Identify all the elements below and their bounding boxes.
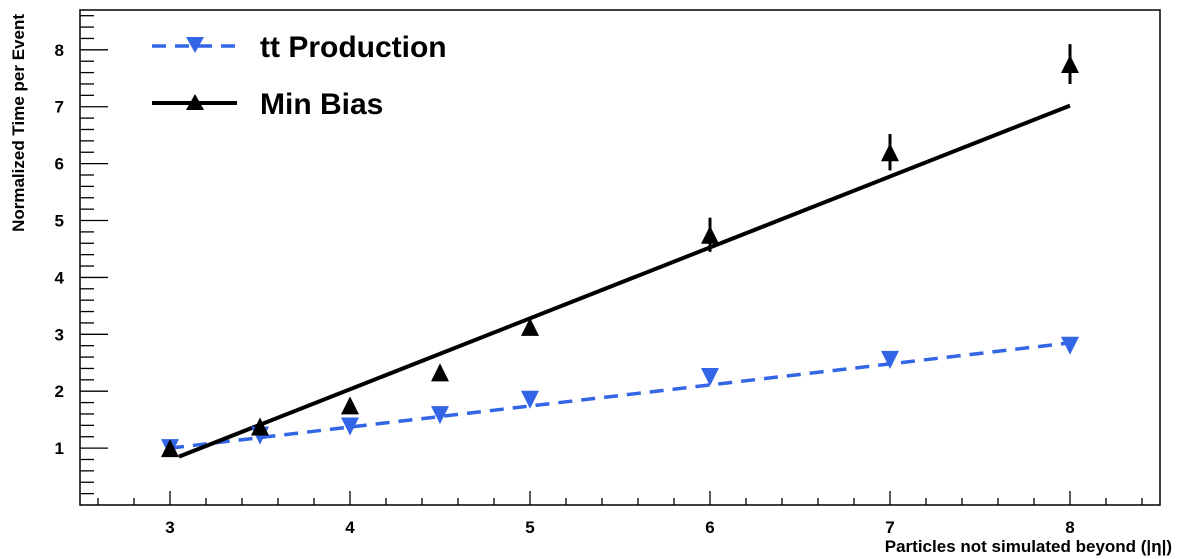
legend-minbias-label: Min Bias bbox=[260, 88, 383, 121]
legend-tt-marker bbox=[186, 37, 204, 53]
y-tick-label: 8 bbox=[55, 41, 64, 60]
y-tick-label: 6 bbox=[55, 155, 64, 174]
fit-line-layer bbox=[169, 103, 1071, 459]
point-minbias bbox=[881, 143, 899, 162]
point-minbias bbox=[431, 363, 449, 382]
point-minbias bbox=[521, 317, 539, 336]
point-minbias bbox=[161, 439, 179, 458]
point-tt bbox=[701, 367, 719, 386]
y-axis-title: Normalized Time per Event bbox=[9, 14, 28, 232]
point-minbias bbox=[701, 225, 719, 244]
y-tick-label: 3 bbox=[55, 325, 64, 344]
point-tt bbox=[341, 417, 359, 436]
fit-line-tt bbox=[169, 341, 1071, 450]
x-tick-label: 7 bbox=[885, 518, 894, 537]
x-tick-label: 6 bbox=[705, 518, 714, 537]
legend-minbias-marker bbox=[186, 94, 204, 110]
legend: tt Production Min Bias bbox=[152, 31, 447, 121]
y-tick-label: 1 bbox=[55, 439, 64, 458]
axis-layer: 3 4 5 6 7 8 1 2 3 4 5 6 7 8 bbox=[55, 15, 1143, 537]
point-tt bbox=[431, 406, 449, 425]
x-tick-label: 8 bbox=[1065, 518, 1074, 537]
x-tick-label: 5 bbox=[525, 518, 534, 537]
y-tick-label: 7 bbox=[55, 98, 64, 117]
y-tick-label: 4 bbox=[55, 268, 65, 287]
point-tt bbox=[1061, 336, 1079, 355]
fit-line-minbias bbox=[178, 103, 1071, 459]
point-minbias bbox=[341, 396, 359, 415]
x-axis-title: Particles not simulated beyond (|η|) bbox=[885, 537, 1172, 556]
x-tick-label: 4 bbox=[345, 518, 355, 537]
y-tick-label: 2 bbox=[55, 382, 64, 401]
point-tt bbox=[521, 390, 539, 409]
point-tt bbox=[881, 350, 899, 369]
x-tick-label: 3 bbox=[165, 518, 174, 537]
point-minbias bbox=[1061, 55, 1079, 74]
point-minbias bbox=[251, 417, 269, 436]
plot-frame bbox=[79, 9, 1161, 506]
legend-tt-label: tt Production bbox=[260, 31, 447, 64]
marker-layer bbox=[161, 44, 1079, 458]
y-tick-label: 5 bbox=[55, 212, 64, 231]
